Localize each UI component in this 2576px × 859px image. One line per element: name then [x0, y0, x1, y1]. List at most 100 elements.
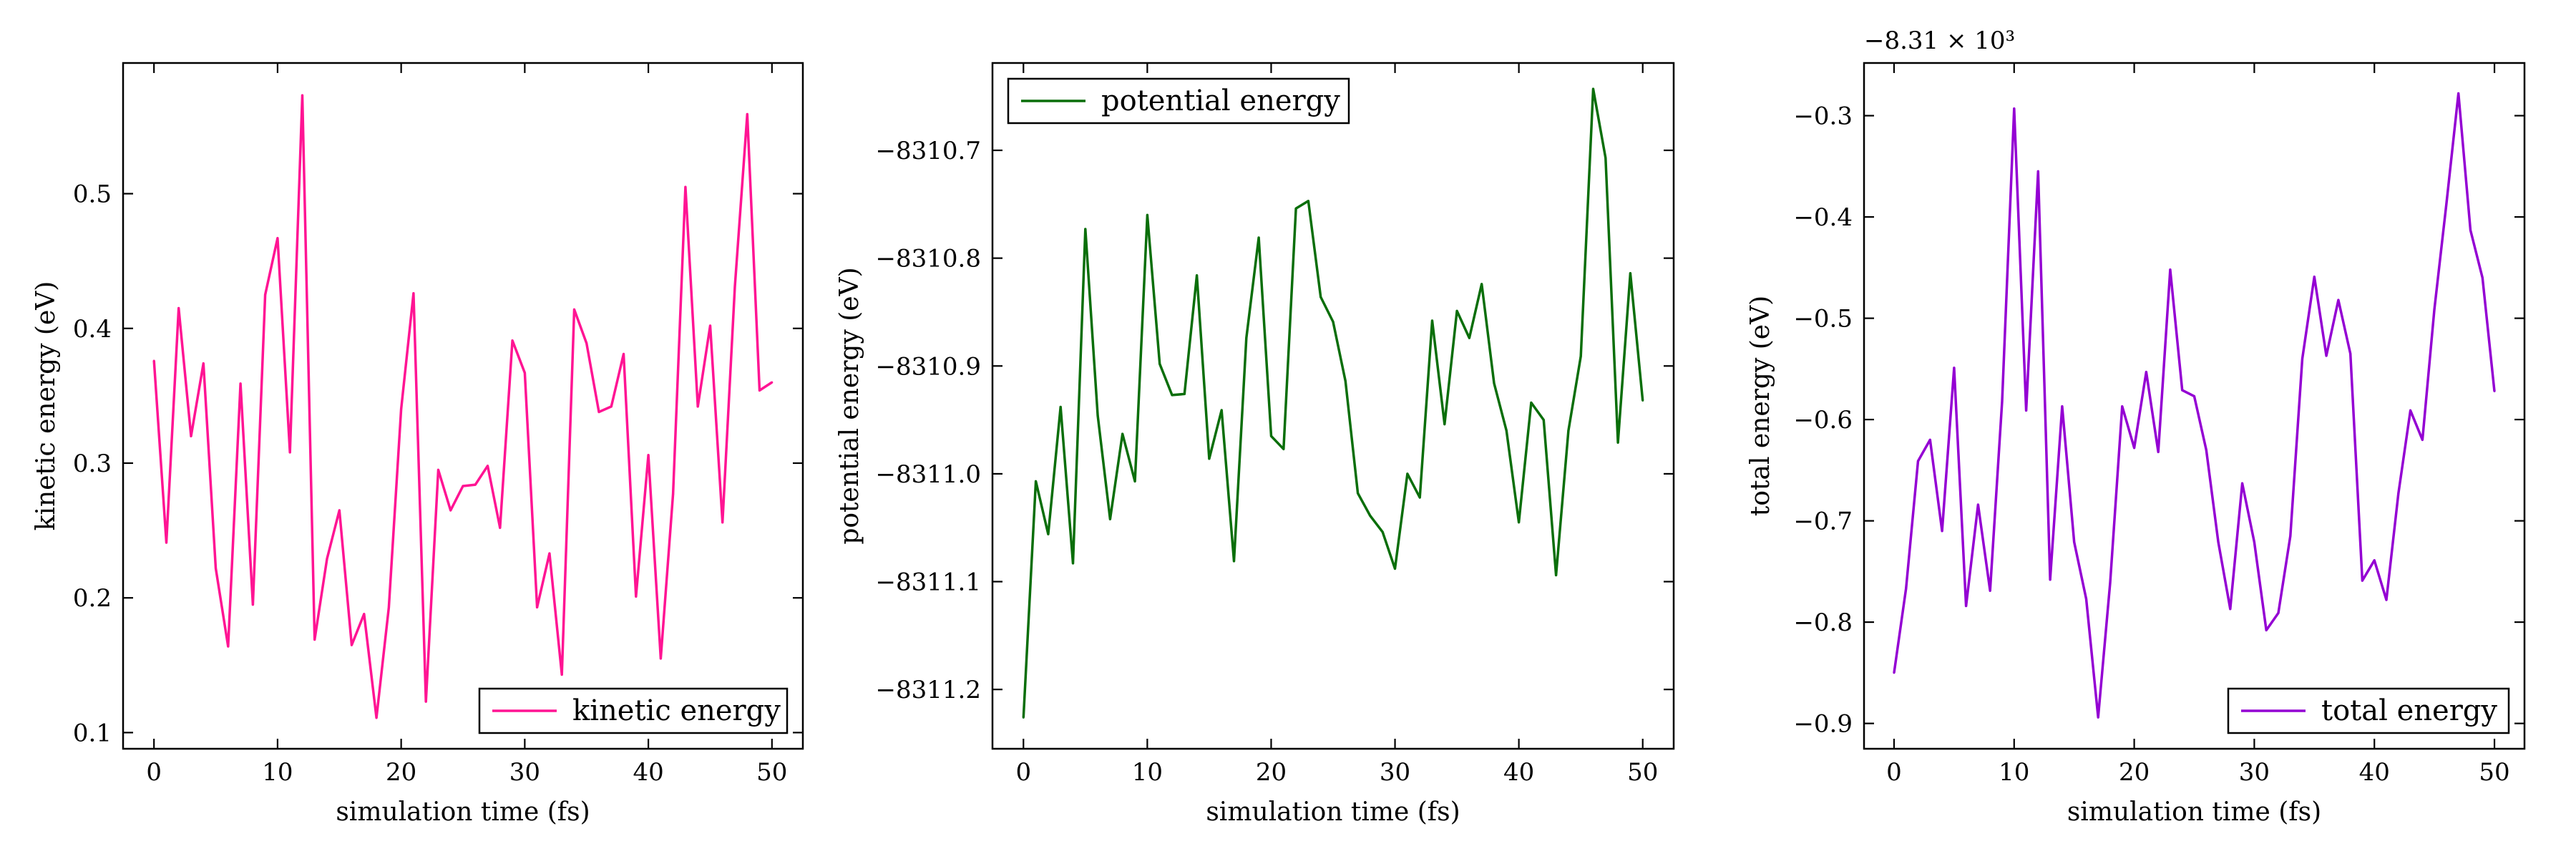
data-point — [1567, 430, 1570, 432]
data-point — [1233, 560, 1236, 563]
y-tick-label: 0.3 — [73, 450, 112, 478]
data-point — [1641, 399, 1644, 402]
x-tick-label: 50 — [1627, 758, 1658, 787]
data-point — [1917, 460, 1920, 462]
y-tick-label: −0.4 — [1793, 203, 1853, 232]
data-point — [2397, 492, 2400, 495]
data-point — [2181, 389, 2184, 392]
data-point — [511, 339, 514, 342]
y-axis-label: potential energy (eV) — [835, 267, 864, 544]
data-point — [696, 405, 699, 408]
data-point — [659, 657, 662, 660]
data-point — [2337, 299, 2340, 301]
legend-label: kinetic energy — [572, 694, 781, 727]
data-point — [1381, 530, 1384, 533]
y-tick-label: −0.3 — [1793, 102, 1853, 131]
data-point — [1505, 430, 1508, 432]
data-point — [1084, 228, 1087, 230]
data-point — [1369, 515, 1372, 518]
data-point — [1344, 379, 1347, 382]
y-tick-label: 0.2 — [73, 584, 112, 613]
data-point — [375, 717, 378, 719]
data-point — [1269, 435, 1272, 437]
data-point — [264, 293, 267, 296]
data-point — [2001, 400, 2004, 403]
data-point — [424, 700, 427, 703]
data-point — [1096, 414, 1099, 417]
data-point — [1158, 362, 1161, 365]
y-tick-label: −8311.2 — [876, 676, 981, 704]
data-point — [487, 465, 489, 467]
x-tick-label: 30 — [2239, 758, 2270, 787]
data-point — [746, 113, 748, 116]
data-point — [165, 541, 167, 544]
data-point — [2025, 409, 2028, 412]
x-tick-label: 20 — [1256, 758, 1287, 787]
data-point — [733, 285, 736, 288]
data-point — [1893, 671, 1896, 674]
data-point — [2457, 92, 2460, 94]
y-axis-label: kinetic energy (eV) — [31, 281, 61, 531]
data-point — [2073, 540, 2076, 543]
data-point — [1629, 272, 1631, 275]
data-point — [2373, 559, 2376, 562]
data-point — [1480, 283, 1483, 286]
data-point — [1530, 401, 1533, 404]
y-tick-label: −8311.1 — [876, 568, 981, 597]
series-line-1 — [1022, 87, 1644, 718]
data-point — [1220, 409, 1223, 412]
data-point — [2361, 579, 2363, 582]
data-point — [2421, 438, 2424, 441]
data-point — [2157, 450, 2160, 453]
chart-panel-3: 0 10 20 30 40 50 −0.9 −0.8 −0.7 −0.6 −0.5 −0.4 −0.3 s… — [1746, 26, 2526, 827]
x-axis-label: simulation time (fs) — [1206, 797, 1460, 827]
data-point — [610, 405, 613, 408]
y-tick-label: −0.5 — [1793, 305, 1853, 334]
data-point — [301, 94, 303, 97]
x-tick-label: 40 — [633, 758, 663, 787]
data-point — [672, 492, 675, 495]
data-point — [1332, 321, 1335, 324]
data-point — [1591, 87, 1594, 90]
plot-frame — [991, 62, 1675, 750]
x-tick-label: 50 — [756, 758, 787, 787]
data-point — [1418, 496, 1421, 499]
data-point — [2205, 449, 2207, 452]
data-point — [758, 389, 761, 392]
data-point — [1430, 319, 1433, 322]
data-point — [400, 408, 403, 411]
data-point — [1941, 530, 1943, 533]
x-axis-label: simulation time (fs) — [336, 797, 590, 827]
data-point — [462, 485, 464, 487]
data-point — [1518, 521, 1521, 524]
legend-label: total energy — [2321, 694, 2497, 727]
data-point — [721, 521, 724, 524]
data-point — [2301, 357, 2304, 360]
data-point — [635, 595, 638, 598]
data-point — [1989, 589, 1991, 592]
data-point — [387, 606, 390, 608]
data-point — [1493, 382, 1496, 384]
data-point — [1121, 432, 1124, 435]
data-point — [2169, 268, 2172, 271]
data-point — [499, 526, 502, 529]
chart-panel-2: 0 10 20 30 40 50 −8311.2 −8311.1 −8311.0 −8310.9 −… — [835, 62, 1675, 827]
x-tick-label: 10 — [262, 758, 293, 787]
data-point — [523, 372, 526, 374]
data-point — [2097, 716, 2099, 719]
data-point — [177, 307, 180, 310]
data-point — [2109, 581, 2112, 584]
data-point — [1294, 207, 1297, 210]
y-tick-label: 0.5 — [73, 180, 112, 209]
data-point — [2349, 352, 2352, 355]
x-axis-label: simulation time (fs) — [2067, 797, 2321, 827]
x-tick-label: 30 — [509, 758, 540, 787]
data-point — [412, 292, 415, 295]
y-tick-label: −0.8 — [1793, 608, 1853, 637]
y-tick-label: 0.1 — [73, 719, 112, 747]
data-point — [2493, 389, 2496, 392]
data-point — [1579, 355, 1582, 358]
data-point — [474, 483, 477, 486]
data-point — [2445, 203, 2448, 205]
